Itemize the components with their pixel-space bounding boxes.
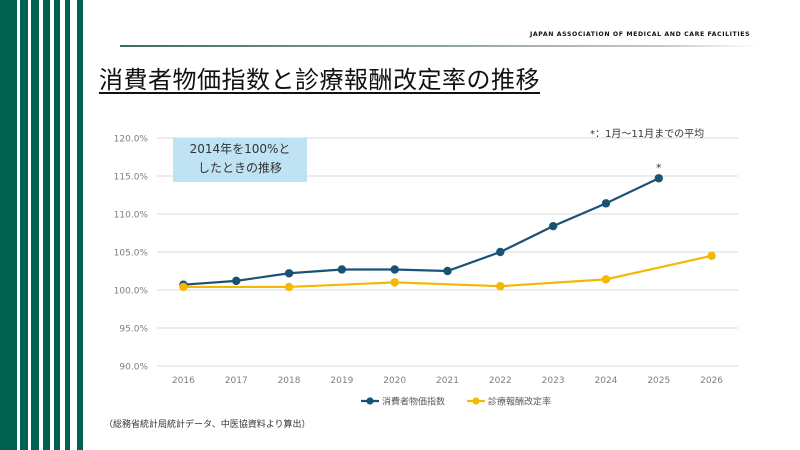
x-tick-label: 2020 (383, 376, 406, 386)
data-point (496, 247, 505, 257)
y-tick-label: 110.0% (114, 211, 149, 221)
header-rule (120, 45, 760, 47)
x-tick-label: 2024 (595, 376, 618, 386)
x-axis-ticks: 2016 2017 2018 2019 2020 2021 2022 2023 2024 2025… (172, 376, 723, 386)
series-line-fee (183, 254, 712, 289)
data-point (284, 282, 294, 292)
data-point (443, 266, 452, 276)
stripe (0, 0, 17, 450)
data-point (284, 269, 294, 278)
footnote: *：1月～11月までの平均 (590, 129, 705, 140)
baseline-note-box: 2014年を100%と したときの推移 (173, 138, 307, 182)
data-point (337, 265, 347, 274)
data-point (707, 251, 716, 260)
data-point (548, 221, 558, 231)
legend: 消費者物価指数 診療報酬改定率 (361, 396, 551, 408)
series-points (179, 174, 716, 292)
data-point (601, 275, 611, 284)
baseline-note-line1: 2014年を100%と (189, 142, 291, 156)
baseline-note-line2: したときの推移 (197, 161, 282, 175)
legend-label: 診療報酬改定率 (488, 396, 551, 408)
series-line-cpi (183, 177, 660, 286)
data-point (654, 174, 663, 183)
data-point (232, 276, 241, 286)
stripe (65, 0, 70, 450)
data-point (496, 282, 505, 291)
x-tick-label: 2022 (489, 376, 512, 386)
x-tick-label: 2026 (700, 376, 723, 386)
x-tick-label: 2019 (330, 376, 353, 386)
decorative-stripes (0, 0, 84, 450)
y-tick-label: 90.0% (119, 363, 148, 373)
stripe (31, 0, 39, 450)
y-tick-label: 95.0% (119, 325, 148, 335)
organization-name: JAPAN ASSOCIATION OF MEDICAL AND CARE FA… (530, 31, 751, 38)
y-tick-label: 105.0% (114, 249, 149, 259)
legend-label: 消費者物価指数 (382, 396, 445, 408)
data-point (179, 282, 188, 292)
series-lines (183, 177, 712, 289)
y-tick-label: 100.0% (114, 287, 149, 297)
stripe (20, 0, 28, 450)
y-tick-label: 120.0% (114, 135, 149, 145)
page-title: 消費者物価指数と診療報酬改定率の推移 (99, 66, 540, 94)
legend-marker (472, 397, 480, 405)
point-annotations: * (656, 161, 662, 174)
x-tick-label: 2016 (172, 376, 195, 386)
y-tick-label: 115.0% (114, 173, 149, 183)
stripe (77, 0, 83, 450)
data-point (390, 278, 399, 287)
x-tick-label: 2021 (436, 376, 459, 386)
y-axis-ticks: 90.0% 95.0% 100.0% 105.0% 110.0% 115.0% 120.0% (114, 135, 149, 373)
data-point (390, 265, 399, 274)
x-tick-label: 2017 (225, 376, 248, 386)
stripe (43, 0, 50, 450)
stripe (54, 0, 60, 450)
legend-marker (366, 397, 374, 405)
x-tick-label: 2023 (542, 376, 565, 386)
asterisk-annotation: * (656, 161, 662, 174)
source-note: （総務省統計局統計データ、中医協資料より算出） (104, 420, 311, 430)
x-tick-label: 2018 (278, 376, 301, 386)
x-tick-label: 2025 (647, 376, 670, 386)
data-point (601, 199, 611, 208)
